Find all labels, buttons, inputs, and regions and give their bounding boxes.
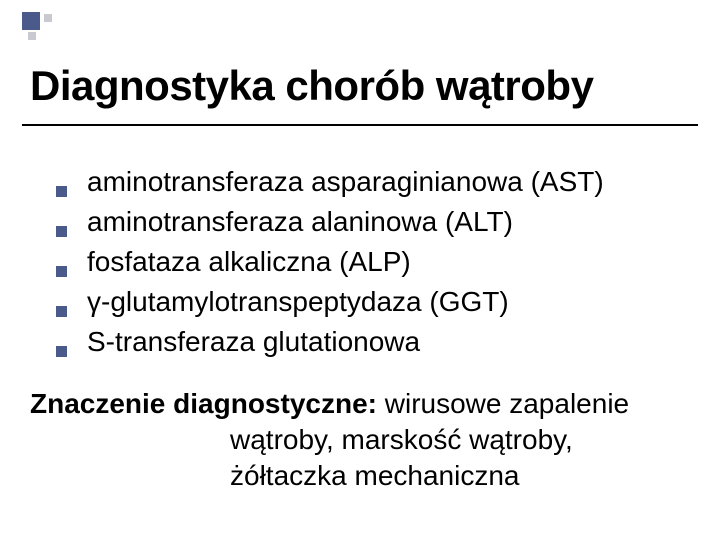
footer-paragraph: Znaczenie diagnostyczne: wirusowe zapale… — [30, 386, 690, 494]
bullet-list: aminotransferaza asparaginianowa (AST) a… — [56, 164, 604, 364]
bullet-icon — [56, 186, 67, 197]
deco-square-small-2 — [28, 32, 36, 40]
list-item-text: S-transferaza glutationowa — [87, 324, 420, 360]
list-item: aminotransferaza alaninowa (ALT) — [56, 204, 604, 240]
footer-line1-rest: wirusowe zapalenie — [377, 388, 629, 419]
bullet-icon — [56, 346, 67, 357]
list-item: S-transferaza glutationowa — [56, 324, 604, 360]
list-item: aminotransferaza asparaginianowa (AST) — [56, 164, 604, 200]
footer-label: Znaczenie diagnostyczne: — [30, 388, 377, 419]
slide-title: Diagnostyka chorób wątroby — [30, 62, 593, 110]
list-item-text: aminotransferaza alaninowa (ALT) — [87, 204, 513, 240]
footer-line2: wątroby, marskość wątroby, — [30, 422, 690, 458]
bullet-icon — [56, 226, 67, 237]
list-item-text: γ-glutamylotranspeptydaza (GGT) — [87, 284, 509, 320]
deco-square-large — [22, 12, 40, 30]
corner-decoration — [22, 12, 58, 40]
list-item: fosfataza alkaliczna (ALP) — [56, 244, 604, 280]
list-item-text: fosfataza alkaliczna (ALP) — [87, 244, 411, 280]
list-item-text: aminotransferaza asparaginianowa (AST) — [87, 164, 604, 200]
bullet-icon — [56, 306, 67, 317]
deco-square-small-1 — [44, 14, 52, 22]
list-item: γ-glutamylotranspeptydaza (GGT) — [56, 284, 604, 320]
footer-line3: żółtaczka mechaniczna — [30, 458, 690, 494]
bullet-icon — [56, 266, 67, 277]
title-underline — [22, 124, 698, 126]
